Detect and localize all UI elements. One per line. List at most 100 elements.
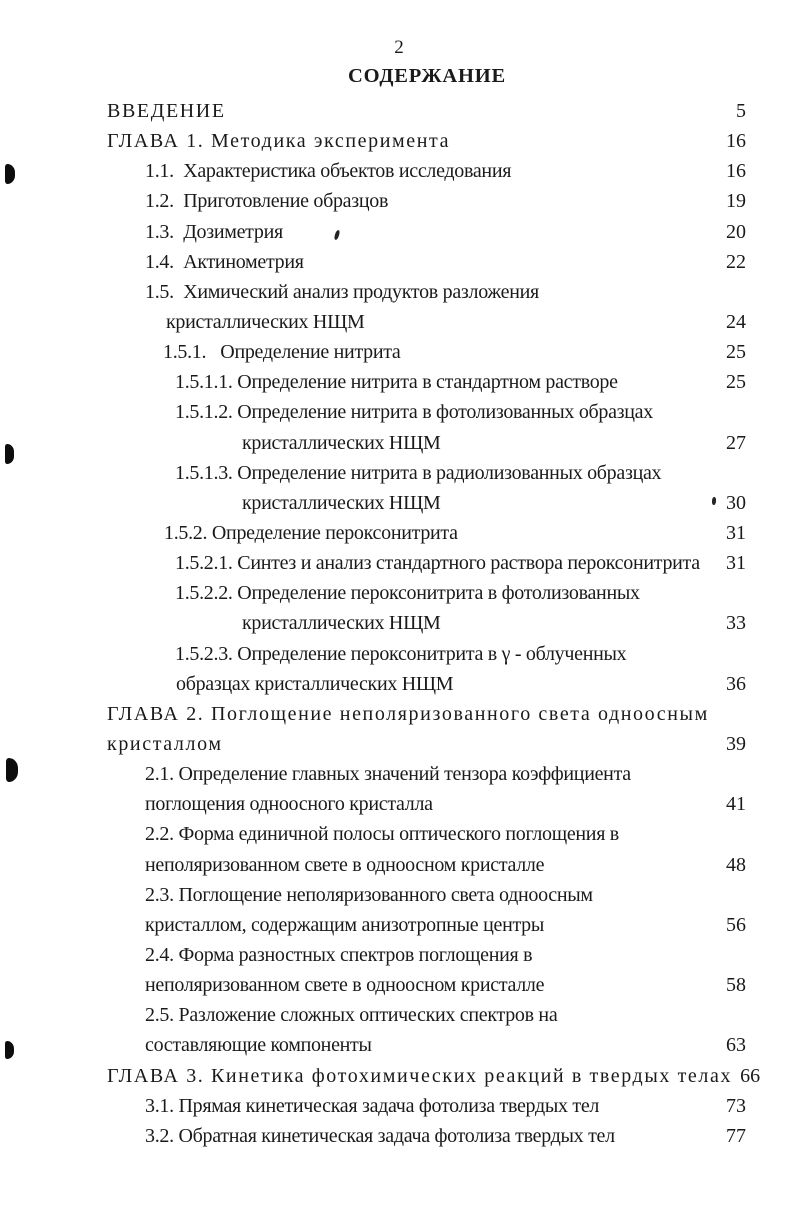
toc-page-number: 66 (740, 1064, 761, 1087)
toc-page-number: 22 (726, 250, 746, 273)
toc-line-text: 1.5.1.1. Определение нитрита в стандартн… (175, 371, 618, 394)
toc-line-text: ВВЕДЕНИЕ (107, 100, 226, 122)
toc-heading: СОДЕРЖАНИЕ (348, 65, 506, 87)
toc-line-text: кристаллом (107, 732, 223, 755)
toc-line-text: ГЛАВА 2. Поглощение неполяризованного св… (107, 702, 709, 725)
toc-line: 2.3. Поглощение неполяризованного света … (0, 880, 798, 910)
toc-line-text: неполяризованном свете в одноосном крист… (145, 853, 545, 876)
toc-line: 3.1. Прямая кинетическая задача фотолиза… (0, 1091, 798, 1121)
toc-page-number: 5 (736, 100, 746, 122)
toc-line: составляющие компоненты 63 (0, 1030, 798, 1060)
toc-line: ГЛАВА 1. Методика эксперимента 16 (0, 126, 798, 156)
toc-page-number: 41 (726, 793, 746, 816)
toc-line-text: 1.5.2. Определение пероксонитрита (164, 521, 458, 544)
toc-page-number: 25 (726, 341, 746, 364)
binding-punch-mark (5, 1041, 14, 1059)
toc-page-number: 36 (726, 672, 746, 695)
toc-line-text: 1.4. Актинометрия (145, 250, 304, 273)
toc-line-text: кристаллических НЩМ (242, 491, 441, 514)
toc-line-text: 2.4. Форма разностных спектров поглощени… (145, 943, 533, 966)
binding-punch-mark (6, 758, 18, 782)
toc-page-number: 48 (726, 853, 746, 876)
toc-line: 1.5. Химический анализ продуктов разложе… (0, 277, 798, 307)
toc-line-text: 1.5.1.2. Определение нитрита в фотолизов… (175, 401, 653, 424)
toc-line-text: 1.5. Химический анализ продуктов разложе… (145, 280, 539, 303)
toc-page-number: 30 (726, 491, 746, 514)
toc-page-number: 24 (726, 310, 746, 333)
toc-line: 1.5.1.2. Определение нитрита в фотолизов… (0, 397, 798, 427)
binding-punch-mark (5, 444, 14, 464)
toc-line: 1.1. Характеристика объектов исследовани… (0, 156, 798, 186)
page-number: 2 (394, 37, 404, 58)
toc-line: 2.5. Разложение сложных оптических спект… (0, 1000, 798, 1030)
toc-page-number: 31 (726, 552, 746, 575)
toc-line-text: 3.2. Обратная кинетическая задача фотоли… (145, 1124, 615, 1147)
toc-line: кристаллом, содержащим анизотропные цент… (0, 910, 798, 940)
toc-line: 1.5.2.3. Определение пероксонитрита в γ … (0, 639, 798, 669)
toc-line: 1.5.1.1. Определение нитрита в стандартн… (0, 367, 798, 397)
toc-page-number: 33 (726, 612, 746, 635)
toc-page-number: 25 (726, 371, 746, 394)
toc-line-text: 1.3. Дозиметрия (145, 220, 283, 243)
toc-line-text: 1.5.2.3. Определение пероксонитрита в γ … (175, 642, 627, 665)
toc-page-number: 77 (726, 1124, 746, 1147)
toc-page-number: 16 (726, 130, 746, 153)
toc-line: кристаллических НЩМ 33 (0, 608, 798, 638)
toc-line-text: ГЛАВА 3. Кинетика фотохимических реакций… (107, 1064, 733, 1087)
binding-punch-mark (5, 164, 15, 184)
toc-line-text: 1.5.1. Определение нитрита (163, 341, 401, 364)
toc-list: ВВЕДЕНИЕ 5 ГЛАВА 1. Методика эксперимента 1… (0, 96, 798, 1151)
toc-page-number: 73 (726, 1094, 746, 1117)
toc-line-text: кристаллом, содержащим анизотропные цент… (145, 913, 544, 936)
toc-page-number: 56 (726, 913, 746, 936)
toc-line: ВВЕДЕНИЕ 5 (0, 96, 798, 126)
toc-line-text: 1.5.1.3. Определение нитрита в радиолизо… (175, 461, 662, 484)
toc-line-text: образцах кристаллических НЩМ (176, 672, 454, 695)
toc-line-text: кристаллических НЩМ (242, 431, 441, 454)
toc-line-text: 3.1. Прямая кинетическая задача фотолиза… (145, 1094, 600, 1117)
toc-line-text: неполяризованном свете в одноосном крист… (145, 974, 545, 997)
toc-line-text: 1.1. Характеристика объектов исследовани… (145, 160, 512, 183)
toc-page-number: 39 (726, 732, 746, 755)
toc-line: 1.5.2. Определение пероксонитрита 31 (0, 518, 798, 548)
toc-line-text: поглощения одноосного кристалла (145, 793, 433, 816)
toc-line-text: 2.1. Определение главных значений тензор… (145, 763, 631, 786)
toc-line-text: кристаллических НЩМ (166, 310, 365, 333)
toc-line: поглощения одноосного кристалла 41 (0, 789, 798, 819)
toc-line: 1.4. Актинометрия 22 (0, 247, 798, 277)
toc-line: кристаллических НЩМ 30 (0, 488, 798, 518)
toc-line-text: ГЛАВА 1. Методика эксперимента (107, 130, 451, 153)
toc-line-text: составляющие компоненты (145, 1034, 372, 1057)
toc-line-text: 2.2. Форма единичной полосы оптического … (145, 823, 619, 846)
toc-line: ГЛАВА 2. Поглощение неполяризованного св… (0, 699, 798, 729)
toc-page-number: 19 (726, 190, 746, 213)
toc-page-number: 27 (726, 431, 746, 454)
toc-line: 1.5.1.3. Определение нитрита в радиолизо… (0, 458, 798, 488)
toc-line: 1.5.2.2. Определение пероксонитрита в фо… (0, 578, 798, 608)
toc-line-text: 1.2. Приготовление образцов (145, 190, 389, 213)
toc-line: неполяризованном свете в одноосном крист… (0, 850, 798, 880)
toc-page-number: 16 (726, 160, 746, 183)
toc-line: 3.2. Обратная кинетическая задача фотоли… (0, 1121, 798, 1151)
toc-line: 1.5.2.1. Синтез и анализ стандартного ра… (0, 548, 798, 578)
toc-line: кристаллических НЩМ 24 (0, 307, 798, 337)
toc-line: кристаллических НЩМ 27 (0, 428, 798, 458)
toc-line: образцах кристаллических НЩМ 36 (0, 669, 798, 699)
toc-line-text: 2.5. Разложение сложных оптических спект… (145, 1004, 558, 1027)
toc-line-text: 1.5.2.2. Определение пероксонитрита в фо… (175, 582, 640, 605)
toc-line: 2.2. Форма единичной полосы оптического … (0, 819, 798, 849)
toc-line: 1.5.1. Определение нитрита 25 (0, 337, 798, 367)
toc-line-text: кристаллических НЩМ (242, 612, 441, 635)
toc-line: 2.4. Форма разностных спектров поглощени… (0, 940, 798, 970)
toc-line-text: 1.5.2.1. Синтез и анализ стандартного ра… (175, 552, 700, 575)
toc-line: ГЛАВА 3. Кинетика фотохимических реакций… (0, 1061, 798, 1091)
toc-line: неполяризованном свете в одноосном крист… (0, 970, 798, 1000)
toc-line: 1.2. Приготовление образцов 19 (0, 186, 798, 216)
toc-page-number: 58 (726, 974, 746, 997)
toc-line: кристаллом 39 (0, 729, 798, 759)
toc-line: 1.3. Дозиметрия 20 (0, 217, 798, 247)
toc-page-number: 31 (726, 521, 746, 544)
toc-page-number: 20 (726, 220, 746, 243)
toc-line-text: 2.3. Поглощение неполяризованного света … (145, 883, 593, 906)
